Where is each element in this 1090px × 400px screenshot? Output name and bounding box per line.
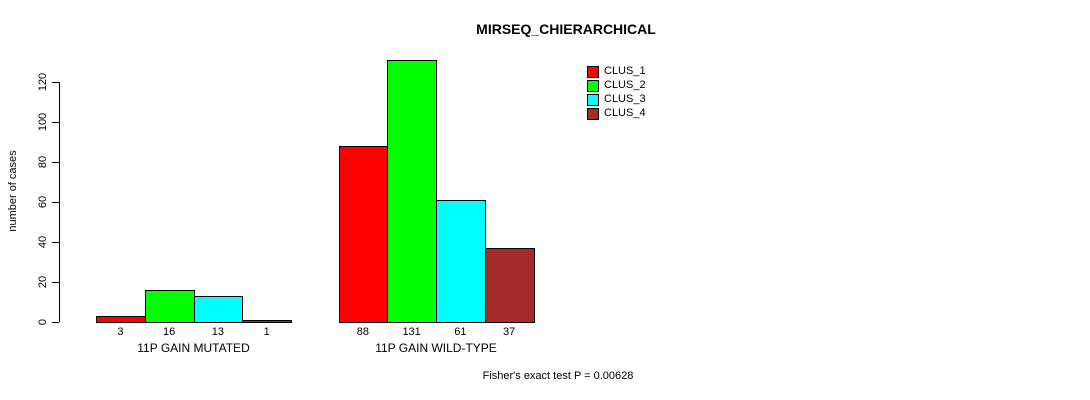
legend-label: CLUS_3	[604, 93, 646, 105]
y-tick-label: 80	[37, 155, 49, 169]
bar-clus_2-1	[144, 290, 195, 323]
legend-label: CLUS_2	[604, 79, 646, 91]
bar-clus_3-1	[193, 296, 244, 323]
bar-value-label: 37	[503, 326, 516, 338]
bar-clus_4-1	[242, 320, 292, 323]
legend-label: CLUS_4	[604, 107, 646, 119]
y-axis-line	[59, 82, 60, 322]
category-label: 11P GAIN WILD-TYPE	[375, 341, 497, 355]
y-tick-mark	[52, 241, 59, 243]
legend: CLUS_1 CLUS_2 CLUS_3 CLUS_4	[587, 65, 646, 121]
bar-value-label: 16	[163, 326, 176, 338]
y-tick-label: 60	[37, 195, 49, 209]
y-axis-label: number of cases	[7, 150, 19, 232]
legend-entry-clus_1: CLUS_1	[587, 65, 646, 78]
footer-stat-text: Fisher's exact test P = 0.00628	[482, 370, 634, 382]
y-tick-mark	[52, 281, 59, 283]
legend-swatch-clus_1	[587, 65, 599, 78]
y-tick-mark	[52, 121, 59, 123]
bar-clus_3-2	[436, 200, 486, 323]
bar-clus_2-2	[387, 60, 437, 323]
bar-clus_4-2	[484, 248, 535, 323]
y-tick-mark	[52, 161, 59, 163]
legend-entry-clus_2: CLUS_2	[587, 79, 646, 92]
bar-value-label: 88	[356, 326, 369, 338]
y-tick-mark	[52, 81, 59, 83]
y-tick-label: 20	[37, 275, 49, 289]
y-tick-mark	[52, 201, 59, 203]
bar-value-label: 3	[117, 326, 124, 338]
bar-clus_1-2	[338, 146, 389, 323]
category-label: 11P GAIN MUTATED	[137, 341, 250, 355]
bar-value-label: 13	[211, 326, 224, 338]
legend-entry-clus_3: CLUS_3	[587, 93, 646, 106]
y-tick-mark	[52, 321, 59, 323]
legend-label: CLUS_1	[604, 65, 646, 77]
bar-value-label: 131	[402, 326, 421, 338]
bar-value-label: 61	[454, 326, 467, 338]
y-tick-label: 40	[37, 235, 49, 249]
legend-swatch-clus_4	[587, 107, 599, 120]
y-tick-label: 100	[37, 112, 49, 132]
legend-entry-clus_4: CLUS_4	[587, 107, 646, 120]
bar-clus_1-1	[96, 316, 146, 323]
bar-value-label: 1	[263, 326, 270, 338]
chart-title: MIRSEQ_CHIERARCHICAL	[476, 21, 656, 37]
y-tick-label: 0	[37, 318, 49, 326]
legend-swatch-clus_2	[587, 79, 599, 92]
y-tick-label: 120	[37, 72, 49, 92]
legend-swatch-clus_3	[587, 93, 599, 106]
